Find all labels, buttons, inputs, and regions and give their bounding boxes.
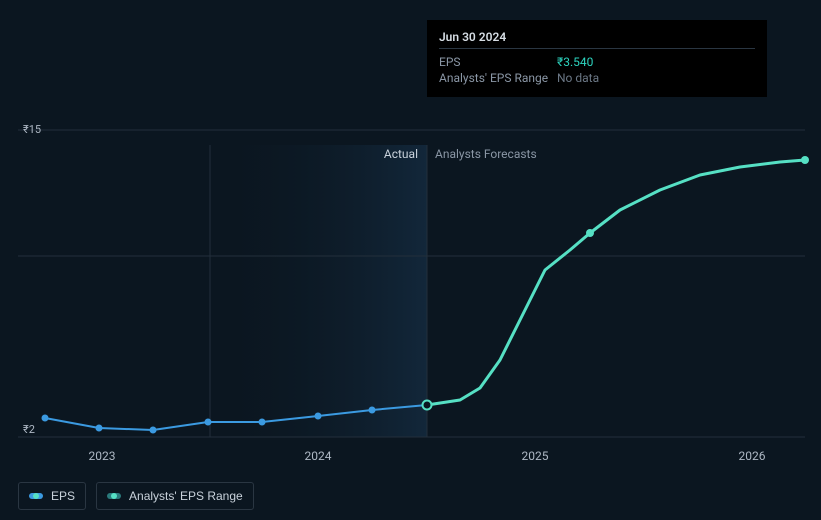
actual-region-label: Actual [384,147,418,161]
tooltip-row-label: Analysts' EPS Range [439,71,557,85]
eps-chart: Jun 30 2024 EPS₹3.540Analysts' EPS Range… [0,0,821,520]
chart-tooltip: Jun 30 2024 EPS₹3.540Analysts' EPS Range… [427,20,767,97]
tooltip-row-value: ₹3.540 [557,55,593,69]
tooltip-separator [439,48,755,49]
chart-legend: EPS Analysts' EPS Range [18,482,254,510]
tooltip-row-label: EPS [439,55,557,69]
tooltip-date: Jun 30 2024 [439,30,755,44]
tooltip-row: EPS₹3.540 [439,55,755,69]
tooltip-row: Analysts' EPS RangeNo data [439,71,755,85]
legend-dot [33,493,39,499]
y-axis-label: ₹15 [23,123,41,136]
legend-swatch [107,493,121,499]
legend-item-analysts-eps-range[interactable]: Analysts' EPS Range [96,482,254,510]
x-axis-label: 2024 [305,449,332,463]
tooltip-row-value: No data [557,71,599,85]
x-axis-label: 2025 [522,449,549,463]
legend-item-eps[interactable]: EPS [18,482,86,510]
tooltip-rows: EPS₹3.540Analysts' EPS RangeNo data [439,55,755,85]
x-axis-label: 2026 [739,449,766,463]
legend-swatch [29,493,43,499]
legend-dot [111,493,117,499]
legend-label: EPS [51,489,75,503]
y-axis-label: ₹2 [23,423,35,436]
legend-label: Analysts' EPS Range [129,489,243,503]
forecast-region-label: Analysts Forecasts [435,147,537,161]
x-axis-label: 2023 [89,449,116,463]
